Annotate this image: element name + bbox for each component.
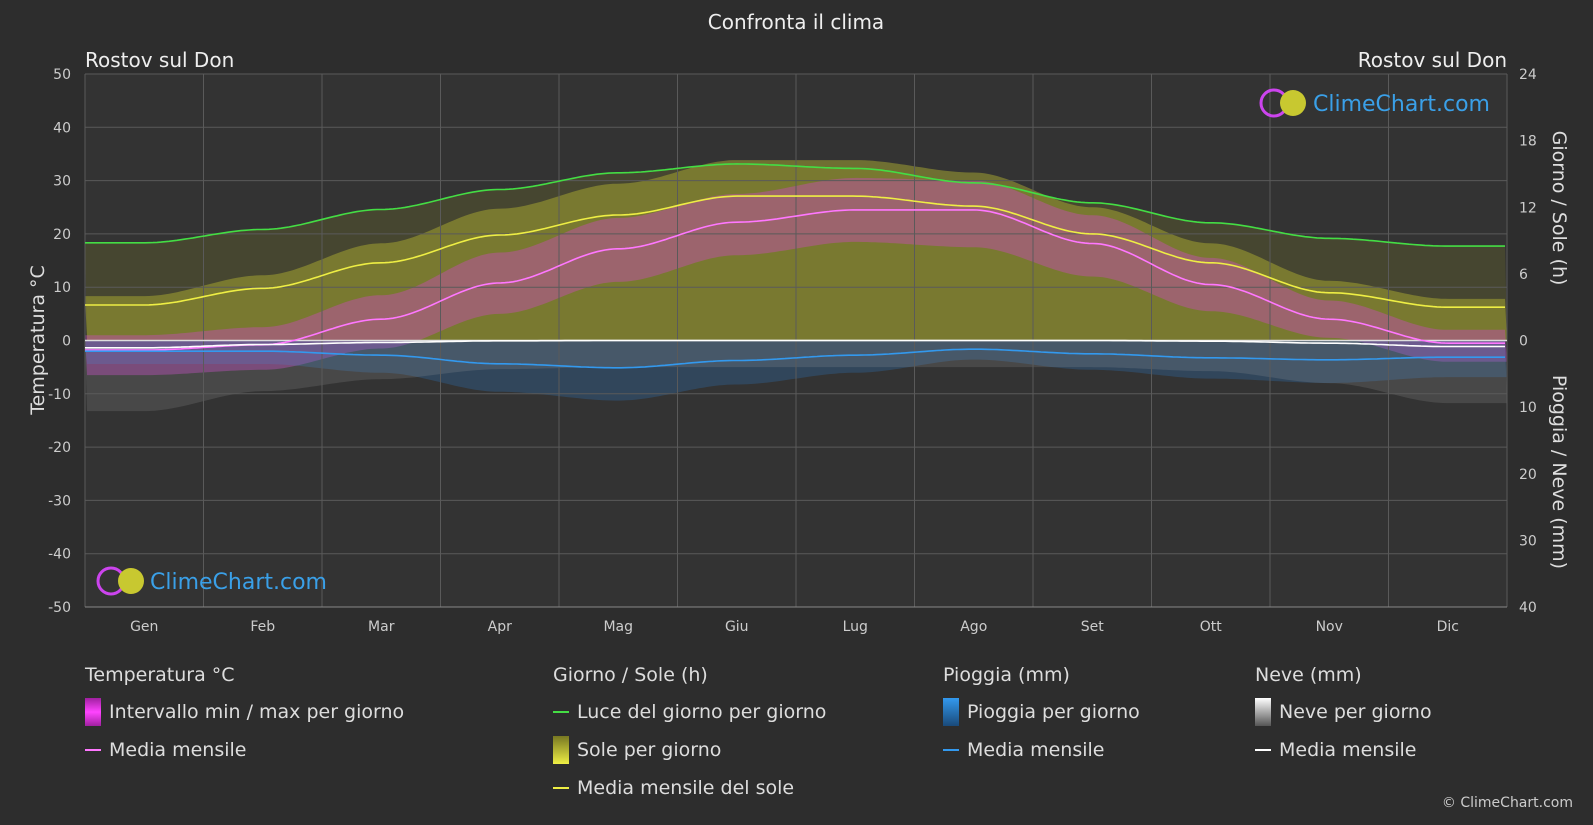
y-right-top-tick-label: 12 <box>1519 200 1537 216</box>
daylight-swatch <box>553 711 569 713</box>
watermark-text-bottom: ClimeChart.com <box>150 570 327 595</box>
y-left-tick-label: 20 <box>53 227 71 243</box>
legend-sun-mean: Media mensile del sole <box>553 776 826 800</box>
x-tick-label: Ago <box>960 619 987 635</box>
legend-temp-range: Intervallo min / max per giorno <box>85 698 405 726</box>
series-lines <box>85 163 1505 369</box>
y-left-tick-label: -10 <box>48 387 71 403</box>
rain-mean-swatch <box>943 749 959 751</box>
y-left-tick-label: 30 <box>53 174 71 190</box>
y-left-tick-label: 50 <box>53 67 71 83</box>
sun-swatch <box>553 736 569 764</box>
y-right-top-tick-label: 0 <box>1519 334 1528 350</box>
legend-snow-day-label: Neve per giorno <box>1279 701 1432 723</box>
legend-rain-mean-label: Media mensile <box>967 739 1105 761</box>
x-tick-label: Set <box>1081 619 1105 635</box>
y-left-tick-label: -30 <box>48 493 71 509</box>
climate-chart: Confronta il clima Rostov sul Don Rostov… <box>27 10 1570 635</box>
series-line-daylight <box>85 163 1505 247</box>
legend-temperature-title: Temperatura °C <box>85 664 235 686</box>
legend-temp-mean: Media mensile <box>85 738 404 762</box>
y-left-tick-label: 0 <box>62 334 71 350</box>
legend-snow-title: Neve (mm) <box>1255 664 1362 686</box>
x-tick-label: Ott <box>1200 619 1223 635</box>
series-line-temp-mean <box>85 209 1505 351</box>
x-tick-label: Feb <box>250 619 275 635</box>
y-right-top-tick-label: 24 <box>1519 67 1537 83</box>
legend-temp-mean-label: Media mensile <box>109 739 247 761</box>
chart-title: Confronta il clima <box>708 10 884 34</box>
snow-mean-swatch <box>1255 749 1271 751</box>
logo-sun-icon <box>118 568 144 594</box>
legend-rain: Pioggia (mm) Pioggia per giorno Media me… <box>943 664 1140 776</box>
x-tick-label: Apr <box>488 619 512 635</box>
legend-rain-day: Pioggia per giorno <box>943 698 1140 726</box>
axes: 50 40 30 20 10 0 -10 -20 -30 -40 -50 24 18 12 6 0 10 20 30… <box>48 67 1537 635</box>
logo-sun-icon <box>1280 90 1306 116</box>
legend-rain-day-label: Pioggia per giorno <box>967 701 1140 723</box>
legend-snow-mean-label: Media mensile <box>1279 739 1417 761</box>
series-line-sun-mean <box>85 195 1505 308</box>
legend-daylight-label: Luce del giorno per giorno <box>577 701 827 723</box>
location-right: Rostov sul Don <box>1358 48 1507 72</box>
legend-sun-mean-label: Media mensile del sole <box>577 777 795 799</box>
legend-snow-mean: Media mensile <box>1255 738 1432 762</box>
y-left-label: Temperatura °C <box>27 265 49 416</box>
legend-daysun: Giorno / Sole (h) Luce del giorno per gi… <box>553 664 826 814</box>
snow-swatch <box>1255 698 1271 726</box>
x-tick-label: Nov <box>1316 619 1343 635</box>
legend-daysun-title: Giorno / Sole (h) <box>553 664 708 686</box>
y-right-top-tick-label: 6 <box>1519 267 1528 283</box>
copyright: © ClimeChart.com <box>1441 795 1573 811</box>
legend-temp-range-label: Intervallo min / max per giorno <box>109 701 405 723</box>
y-right-top-label: Giorno / Sole (h) <box>1548 131 1570 286</box>
y-left-tick-label: -20 <box>48 440 71 456</box>
y-right-bottom-tick-label: 20 <box>1519 467 1537 483</box>
y-right-bottom-label: Pioggia / Neve (mm) <box>1548 375 1570 569</box>
watermark-bottom: ClimeChart.com <box>96 566 327 596</box>
y-left-tick-label: 40 <box>53 120 71 136</box>
legend-daylight: Luce del giorno per giorno <box>553 700 826 724</box>
x-tick-label: Lug <box>843 619 868 635</box>
y-left-tick-label: -50 <box>48 600 71 616</box>
sun-mean-swatch <box>553 787 569 789</box>
watermark-top: ClimeChart.com <box>1259 88 1490 118</box>
x-tick-label: Dic <box>1437 619 1459 635</box>
location-left: Rostov sul Don <box>85 48 234 72</box>
x-tick-label: Mar <box>368 619 395 635</box>
y-right-bottom-tick-label: 30 <box>1519 533 1537 549</box>
legend-temperature: Temperatura °C Intervallo min / max per … <box>85 664 404 776</box>
legend-snow-day: Neve per giorno <box>1255 698 1432 726</box>
temp-range-swatch <box>85 698 101 726</box>
x-tick-label: Giu <box>725 619 749 635</box>
legend-sun: Sole per giorno <box>553 736 826 764</box>
series-line-snow-mean <box>85 339 1505 349</box>
watermark-text-top: ClimeChart.com <box>1313 92 1490 117</box>
series-line-rain-mean <box>85 348 1505 369</box>
legend-snow: Neve (mm) Neve per giorno Media mensile <box>1255 664 1432 776</box>
x-tick-label: Mag <box>603 619 633 635</box>
y-right-top-tick-label: 18 <box>1519 134 1537 150</box>
y-right-bottom-tick-label: 40 <box>1519 600 1537 616</box>
legend-rain-title: Pioggia (mm) <box>943 664 1070 686</box>
y-left-tick-label: -40 <box>48 547 71 563</box>
rain-swatch <box>943 698 959 726</box>
y-left-tick-label: 10 <box>53 280 71 296</box>
legend-rain-mean: Media mensile <box>943 738 1140 762</box>
legend-sun-label: Sole per giorno <box>577 739 722 761</box>
temp-mean-swatch <box>85 749 101 751</box>
x-tick-label: Gen <box>130 619 158 635</box>
y-right-bottom-tick-label: 10 <box>1519 400 1537 416</box>
